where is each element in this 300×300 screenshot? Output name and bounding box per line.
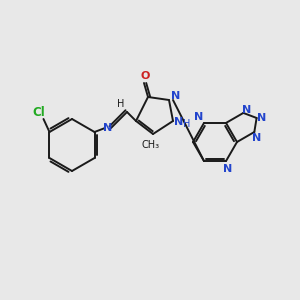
Text: N: N xyxy=(257,113,266,123)
Text: CH₃: CH₃ xyxy=(142,140,160,150)
Text: N: N xyxy=(194,112,204,122)
Text: N: N xyxy=(171,91,181,101)
Text: H: H xyxy=(183,119,191,129)
Text: Cl: Cl xyxy=(32,106,45,118)
Text: O: O xyxy=(140,71,150,81)
Text: N: N xyxy=(174,117,184,127)
Text: N: N xyxy=(252,133,261,143)
Text: N: N xyxy=(224,164,232,174)
Text: N: N xyxy=(103,123,112,133)
Text: N: N xyxy=(242,105,251,115)
Text: H: H xyxy=(117,99,125,109)
